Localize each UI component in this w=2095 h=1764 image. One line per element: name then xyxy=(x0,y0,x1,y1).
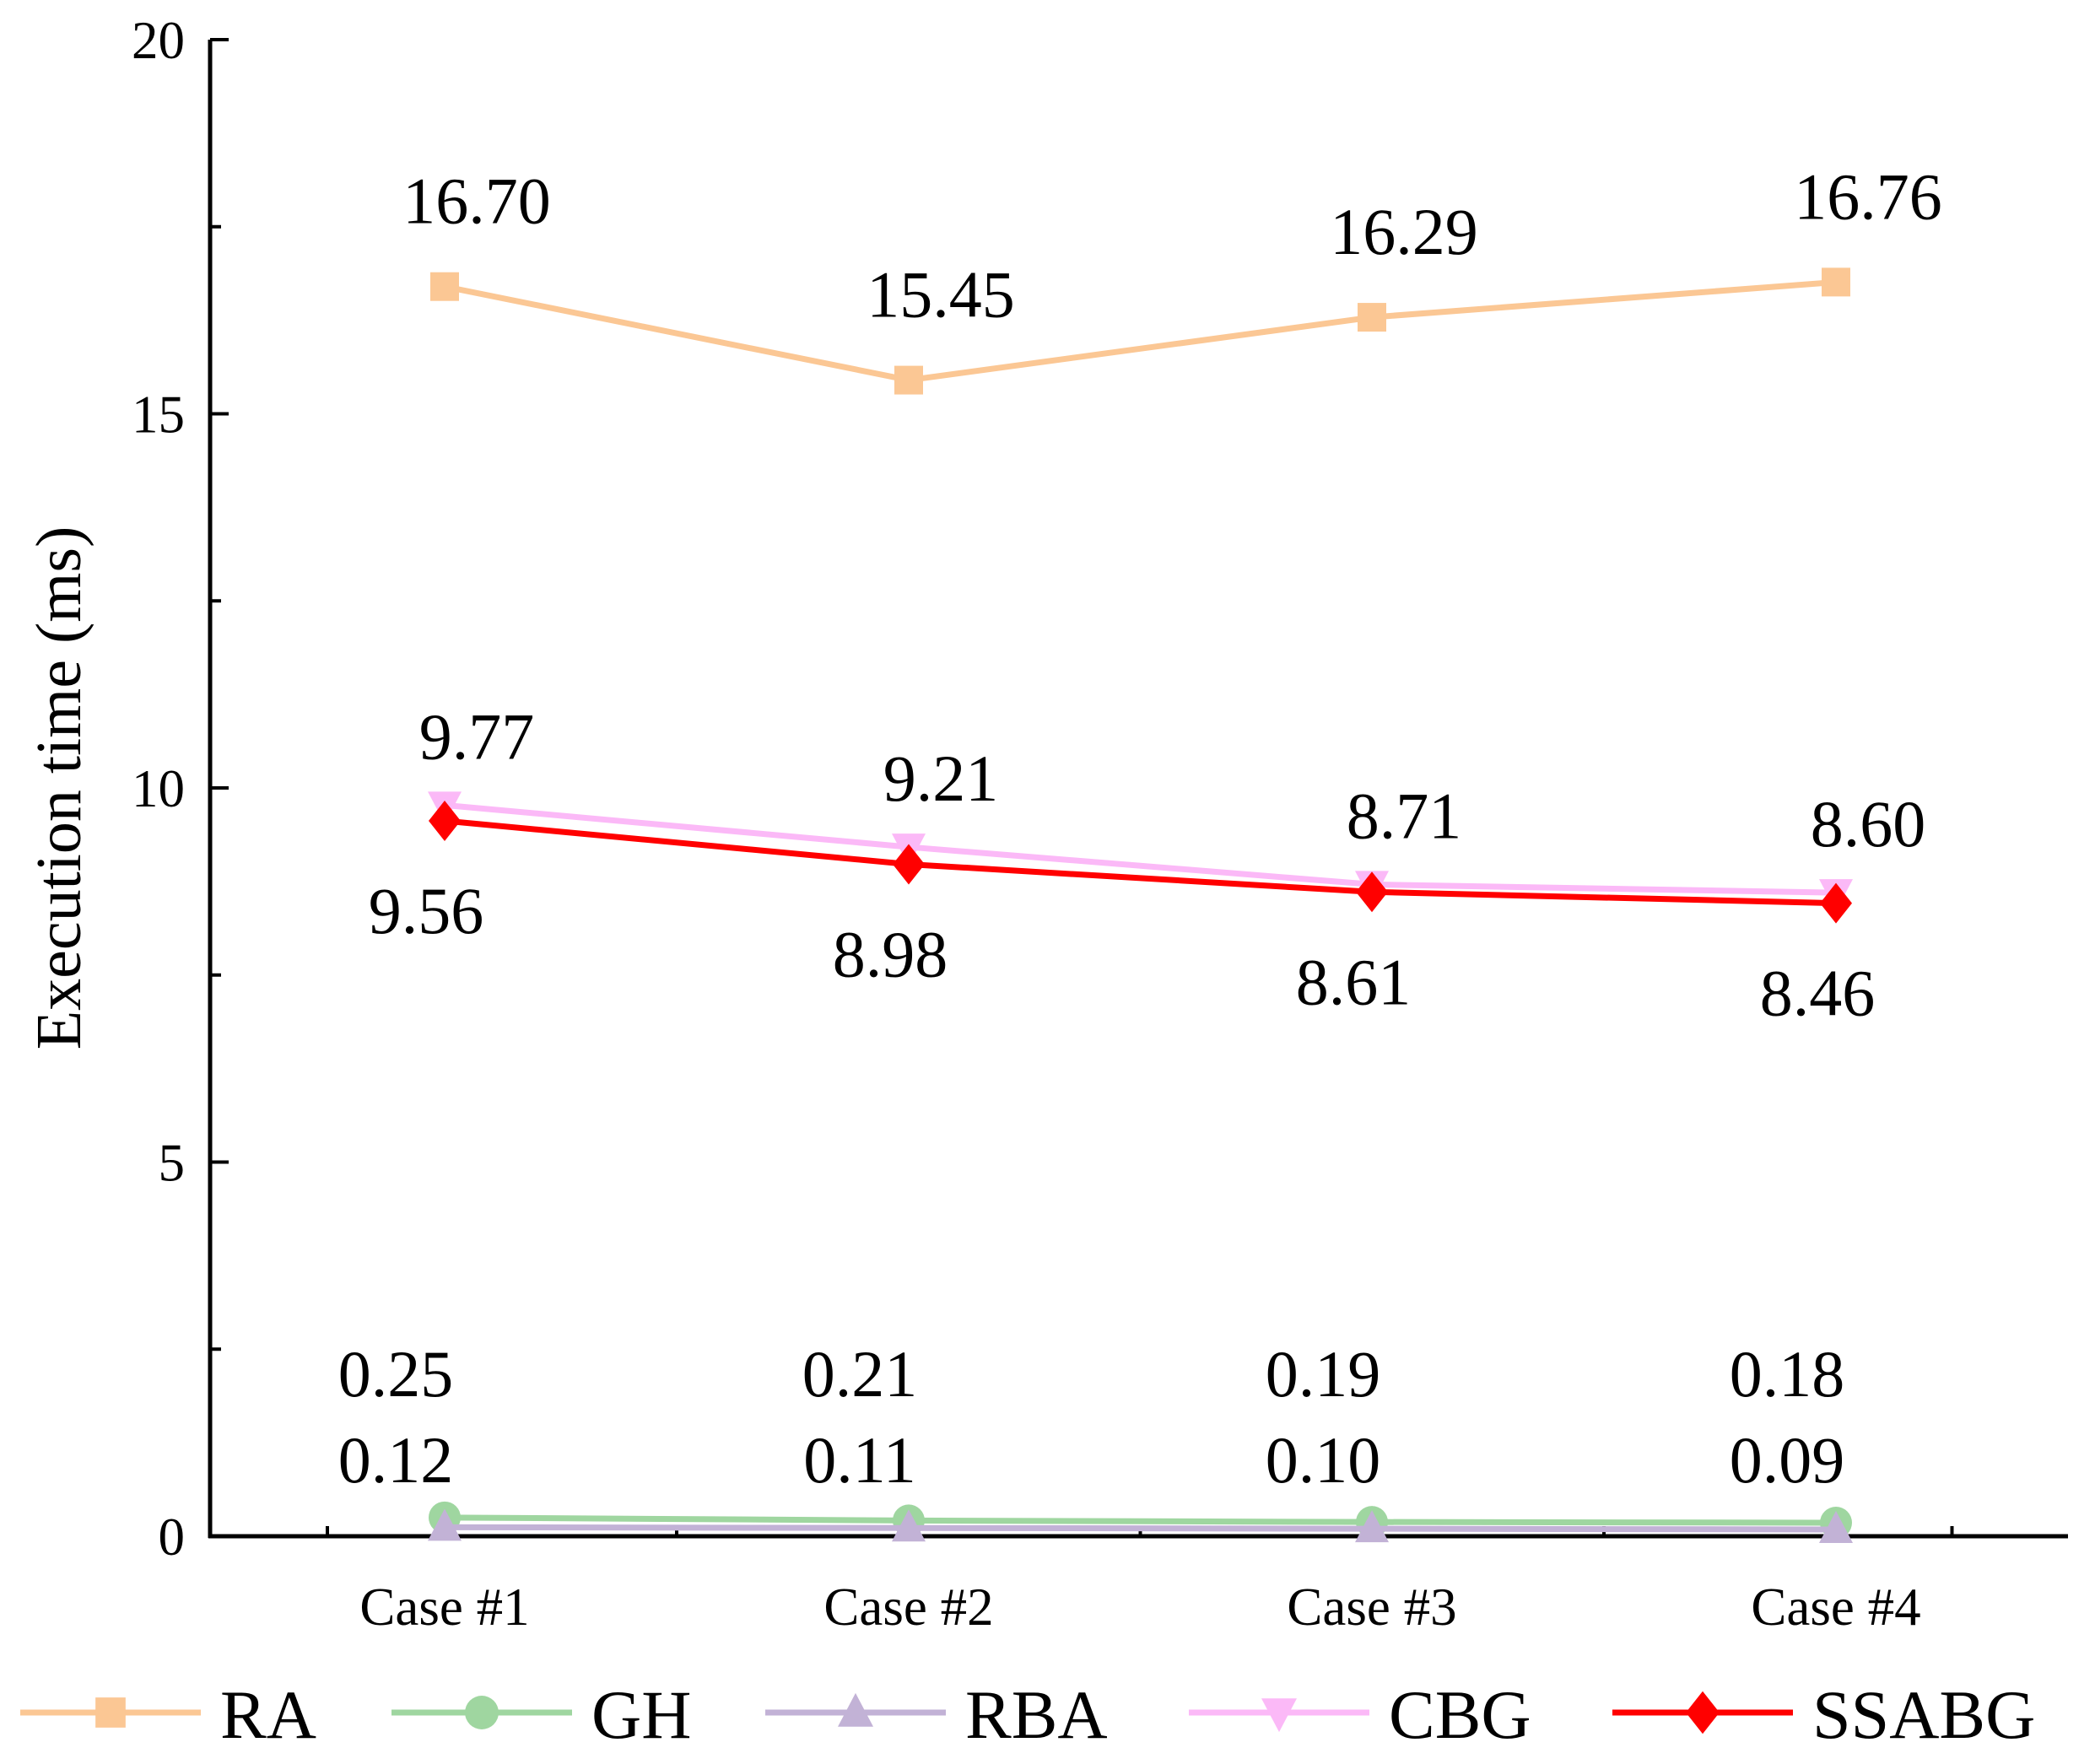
triangle-down-marker xyxy=(1261,1698,1297,1733)
square-marker xyxy=(95,1697,126,1728)
legend-item-cbg: CBG xyxy=(1189,1676,1531,1753)
legend-label: RA xyxy=(220,1676,316,1753)
data-label-rba: 0.10 xyxy=(1266,1423,1381,1497)
y-tick-label: 0 xyxy=(159,1508,186,1567)
legend-label: RBA xyxy=(965,1676,1108,1753)
data-labels: 0.25 0.21 0.19 0.18 0.12 0.11 0.10 0.09 16.70 15.… xyxy=(338,159,1942,1497)
data-label-ssabg: 8.61 xyxy=(1296,945,1412,1018)
data-label-cbg: 8.60 xyxy=(1811,787,1926,860)
square-marker xyxy=(430,272,459,301)
diamond-marker xyxy=(1356,871,1388,913)
series-line-cbg xyxy=(444,801,1837,896)
data-label-ssabg: 9.56 xyxy=(369,874,484,947)
series-line-ssabg xyxy=(444,817,1837,907)
diamond-marker xyxy=(1686,1691,1720,1734)
data-label-ra: 16.29 xyxy=(1330,195,1478,268)
series-ssabg xyxy=(429,801,1852,924)
x-tick-label: Case #2 xyxy=(823,1578,993,1637)
circle-marker xyxy=(465,1696,499,1729)
x-tick-label: Case #4 xyxy=(1751,1578,1920,1637)
legend-label: SSABG xyxy=(1812,1676,2035,1753)
y-tick-label: 10 xyxy=(132,759,185,818)
triangle-up-marker xyxy=(428,1508,462,1541)
diamond-marker xyxy=(1820,882,1852,924)
data-label-rba: 0.11 xyxy=(803,1423,916,1497)
series-line-rba xyxy=(444,1524,1837,1533)
data-label-cbg: 8.71 xyxy=(1347,779,1462,852)
legend-item-ssabg: SSABG xyxy=(1612,1676,2035,1753)
x-tick-label: Case #1 xyxy=(359,1578,529,1637)
data-label-gh: 0.25 xyxy=(338,1337,454,1411)
legend-label: GH xyxy=(591,1676,691,1753)
data-label-ssabg: 8.46 xyxy=(1760,957,1876,1030)
data-label-cbg: 9.77 xyxy=(419,699,535,773)
legend: RA GH RBA CBG SSABG xyxy=(20,1676,2035,1753)
diamond-marker xyxy=(893,844,925,885)
data-label-rba: 0.12 xyxy=(338,1423,454,1497)
y-tick-label: 5 xyxy=(159,1134,186,1193)
axes: 0 5 10 15 20 Case #1 Case #2 Case #3 Case #4 xyxy=(132,11,2068,1637)
triangle-up-marker xyxy=(892,1509,926,1542)
square-marker xyxy=(894,365,923,395)
y-tick-label: 15 xyxy=(132,386,185,445)
data-label-ra: 16.76 xyxy=(1794,159,1942,233)
y-axis-label: Execution time (ms) xyxy=(24,526,94,1050)
y-tick-label: 20 xyxy=(132,11,185,70)
data-label-gh: 0.18 xyxy=(1730,1337,1845,1411)
series-line-gh xyxy=(444,1514,1837,1526)
triangle-up-marker xyxy=(1819,1511,1853,1544)
square-marker xyxy=(1822,267,1850,297)
legend-label: CBG xyxy=(1389,1676,1531,1753)
triangle-up-marker xyxy=(838,1692,873,1727)
data-label-cbg: 9.21 xyxy=(883,742,999,815)
series-ra xyxy=(430,267,1850,395)
legend-item-gh: GH xyxy=(391,1676,691,1753)
legend-item-rba: RBA xyxy=(765,1676,1108,1753)
series-group xyxy=(428,267,1853,1544)
data-label-gh: 0.19 xyxy=(1266,1337,1381,1411)
legend-item-ra: RA xyxy=(20,1676,316,1753)
data-label-ra: 15.45 xyxy=(867,258,1015,332)
square-marker xyxy=(1358,303,1386,332)
data-label-gh: 0.21 xyxy=(802,1337,918,1411)
triangle-up-marker xyxy=(1355,1510,1389,1543)
x-tick-label: Case #3 xyxy=(1287,1578,1456,1637)
series-line-ra xyxy=(444,278,1837,384)
series-rba xyxy=(428,1508,1853,1544)
data-label-ssabg: 8.98 xyxy=(833,917,948,990)
diamond-marker xyxy=(429,801,461,842)
series-cbg xyxy=(428,791,1853,912)
data-label-rba: 0.09 xyxy=(1730,1423,1845,1497)
data-label-ra: 16.70 xyxy=(402,165,551,238)
